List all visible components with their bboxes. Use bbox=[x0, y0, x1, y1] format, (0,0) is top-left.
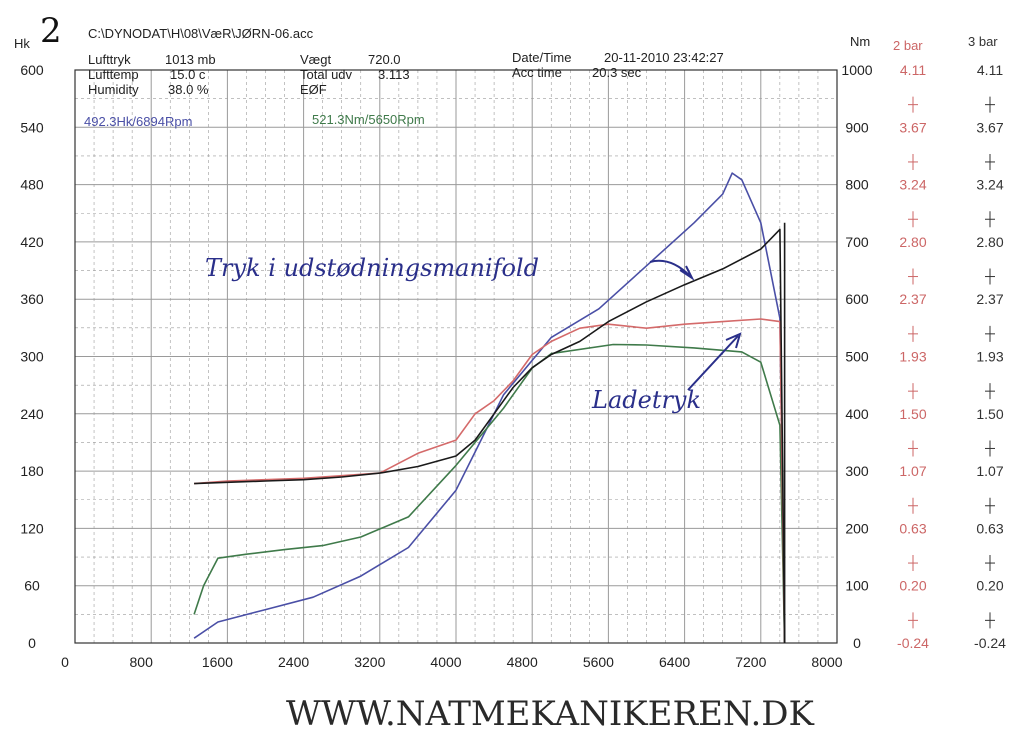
torque-series-line bbox=[193, 343, 786, 644]
x-tick-label: 800 bbox=[130, 654, 154, 670]
chart-grid bbox=[74, 69, 838, 644]
x-tick-label: 6400 bbox=[659, 654, 690, 670]
bar3-tick-label: 3.24 bbox=[976, 177, 1003, 193]
sheet-number: 2 bbox=[40, 11, 62, 51]
hk-tick-label: 180 bbox=[20, 463, 44, 479]
nm-tick-label: 1000 bbox=[841, 62, 872, 78]
bar3-axis-label: 3 bar bbox=[968, 34, 998, 49]
hk-tick-label: 540 bbox=[20, 119, 44, 135]
bar3-tick-label: 1.07 bbox=[976, 463, 1003, 479]
bar2-axis-label: 2 bar bbox=[893, 38, 923, 53]
nm-tick-label: 700 bbox=[845, 234, 869, 250]
bar2-tick-label: 2.80 bbox=[899, 234, 926, 250]
acctime-label: Acc time bbox=[512, 65, 562, 80]
exhaust-series-line bbox=[194, 228, 786, 644]
bar3-tick-label: 3.67 bbox=[976, 119, 1003, 135]
bar3-tick-label: 1.93 bbox=[976, 349, 1003, 365]
hk-tick-label: 120 bbox=[20, 520, 44, 536]
nm-tick-label: 0 bbox=[853, 635, 861, 651]
datetime-label: Date/Time bbox=[512, 50, 571, 65]
bar3-tick-label: 2.37 bbox=[976, 291, 1003, 307]
hk-axis-label: Hk bbox=[14, 36, 30, 51]
x-tick-label: 4000 bbox=[430, 654, 461, 670]
hk-tick-label: 600 bbox=[20, 62, 44, 78]
bar2-tick-label: 4.11 bbox=[900, 62, 926, 78]
x-tick-label: 7200 bbox=[735, 654, 766, 670]
bar2-tick-label: 1.93 bbox=[899, 349, 926, 365]
bar2-tick-label: 1.07 bbox=[899, 463, 926, 479]
hk-tick-label: 240 bbox=[20, 406, 44, 422]
nm-axis-label: Nm bbox=[850, 34, 870, 49]
lufttryk-label: Lufttryk bbox=[88, 52, 131, 67]
humidity-label: Humidity bbox=[88, 82, 139, 97]
x-tick-label: 4800 bbox=[507, 654, 538, 670]
bar2-tick-label: 1.50 bbox=[899, 406, 926, 422]
bar3-tick-label: 1.50 bbox=[976, 406, 1003, 422]
nm-tick-label: 300 bbox=[845, 463, 869, 479]
bar2-tick-label: 3.24 bbox=[899, 177, 926, 193]
nm-tick-label: 200 bbox=[845, 520, 869, 536]
lufttemp-label: Lufttemp bbox=[88, 67, 139, 82]
nm-tick-label: 900 bbox=[845, 119, 869, 135]
hk-tick-label: 60 bbox=[24, 578, 40, 594]
hk-tick-label: 480 bbox=[20, 177, 44, 193]
lufttemp-value: 15.0 c bbox=[170, 67, 206, 82]
boost-series-line bbox=[194, 318, 786, 644]
total-udv-value: 3.113 bbox=[378, 67, 410, 82]
x-tick-label: 1600 bbox=[202, 654, 233, 670]
website-footer: WWW.NATMEKANIKEREN.DK bbox=[286, 694, 814, 734]
datetime-value: 20-11-2010 23:42:27 bbox=[604, 50, 724, 65]
torque-peak-readout: 521.3Nm/5650Rpm bbox=[312, 112, 425, 127]
boost-annotation-arrow bbox=[687, 332, 742, 391]
hk-tick-label: 360 bbox=[20, 291, 44, 307]
bar2-tick-label: 0.63 bbox=[899, 520, 926, 536]
boost-annotation: Ladetryk bbox=[591, 386, 701, 414]
file-path: C:\DYNODAT\H\08\VæR\JØRN-06.acc bbox=[88, 26, 314, 41]
nm-tick-label: 800 bbox=[845, 177, 869, 193]
power-series-line bbox=[193, 172, 786, 644]
x-tick-label: 3200 bbox=[354, 654, 385, 670]
chart-series bbox=[193, 172, 786, 644]
nm-tick-label: 500 bbox=[845, 349, 869, 365]
bar3-tick-label: 4.11 bbox=[977, 62, 1003, 78]
nm-tick-label: 400 bbox=[845, 406, 869, 422]
eof-label: EØF bbox=[300, 82, 327, 97]
bar2-tick-label: 3.67 bbox=[899, 119, 926, 135]
bar3-tick-label: 0.20 bbox=[976, 578, 1003, 594]
x-tick-label: 2400 bbox=[278, 654, 309, 670]
hk-tick-label: 420 bbox=[20, 234, 44, 250]
exhaust-manifold-annotation: Tryk i udstødningsmanifold bbox=[205, 254, 539, 282]
chart-ticks: 0 800 1600 2400 3200 4000 4800 5600 6400 7200 8000… bbox=[20, 62, 1006, 670]
acctime-value: 20.3 sec bbox=[592, 65, 642, 80]
hk-tick-label: 0 bbox=[28, 635, 36, 651]
lufttryk-value: 1013 mb bbox=[165, 52, 216, 67]
bar2-tick-label: -0.24 bbox=[897, 635, 929, 651]
x-tick-label: 0 bbox=[61, 654, 69, 670]
vaegt-value: 720.0 bbox=[368, 52, 401, 67]
humidity-value: 38.0 % bbox=[168, 82, 209, 97]
bar2-tick-label: 2.37 bbox=[899, 291, 926, 307]
nm-tick-label: 600 bbox=[845, 291, 869, 307]
plot-frame bbox=[74, 69, 838, 644]
bar3-tick-label: -0.24 bbox=[974, 635, 1006, 651]
bar2-tick-label: 0.20 bbox=[899, 578, 926, 594]
bar3-tick-label: 0.63 bbox=[976, 520, 1003, 536]
power-peak-readout: 492.3Hk/6894Rpm bbox=[84, 114, 192, 129]
hk-tick-label: 300 bbox=[20, 349, 44, 365]
x-tick-label: 8000 bbox=[811, 654, 842, 670]
nm-tick-label: 100 bbox=[845, 578, 869, 594]
x-tick-label: 5600 bbox=[583, 654, 614, 670]
exhaust-annotation-arrow bbox=[649, 259, 695, 281]
bar3-tick-label: 2.80 bbox=[976, 234, 1003, 250]
total-udv-label: Total udv bbox=[300, 67, 353, 82]
vaegt-label: Vægt bbox=[300, 52, 331, 67]
